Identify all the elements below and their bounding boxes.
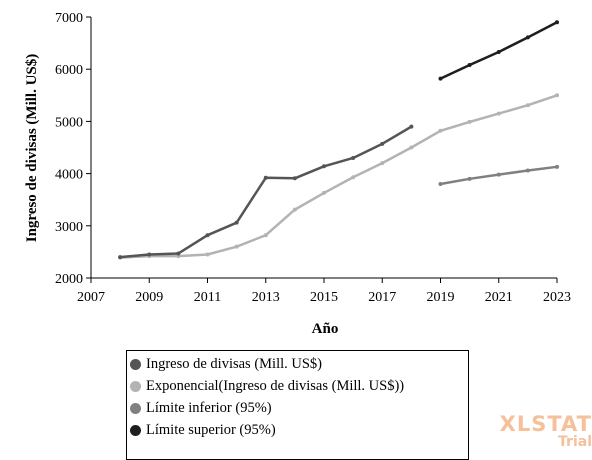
data-point bbox=[234, 244, 239, 249]
series-line-1 bbox=[118, 94, 559, 259]
legend-item: Límite inferior (95%) bbox=[130, 397, 272, 419]
y-tick-label: 7000 bbox=[55, 11, 83, 26]
x-tick-label: 2021 bbox=[485, 290, 513, 305]
x-tick-label: 2019 bbox=[427, 290, 455, 305]
data-point bbox=[467, 176, 472, 181]
x-tick-label: 2011 bbox=[194, 290, 221, 305]
y-tick-label: 4000 bbox=[55, 168, 83, 183]
data-point bbox=[118, 255, 123, 260]
legend-item: Exponencial(Ingreso de divisas (Mill. US… bbox=[130, 375, 404, 397]
legend-marker-icon bbox=[130, 402, 141, 414]
data-point bbox=[322, 190, 326, 195]
x-tick-label: 2015 bbox=[310, 290, 338, 305]
legend-label: Límite superior (95%) bbox=[146, 421, 276, 438]
y-tick-label: 5000 bbox=[55, 115, 83, 130]
x-tick-label: 2009 bbox=[135, 290, 163, 305]
y-tick-label: 3000 bbox=[55, 220, 83, 235]
data-point bbox=[467, 63, 472, 68]
y-tick-label: 2000 bbox=[55, 272, 83, 287]
x-axis-title: Año bbox=[312, 321, 339, 337]
data-point bbox=[555, 164, 559, 169]
data-point bbox=[263, 175, 268, 180]
chart-series-layer bbox=[118, 20, 559, 260]
data-point bbox=[496, 111, 501, 116]
data-point bbox=[438, 182, 443, 187]
data-point bbox=[351, 175, 356, 180]
data-point bbox=[525, 168, 530, 173]
data-point bbox=[555, 20, 559, 25]
data-point bbox=[234, 220, 239, 225]
legend-label: Ingreso de divisas (Mill. US$) bbox=[146, 355, 322, 372]
xlstat-watermark: XLSTAT Trial bbox=[496, 413, 592, 450]
data-point bbox=[263, 233, 268, 238]
data-point bbox=[409, 145, 414, 150]
data-point bbox=[555, 93, 559, 98]
watermark-subtext: Trial bbox=[558, 434, 592, 451]
x-tick-label: 2007 bbox=[77, 290, 105, 305]
data-point bbox=[292, 207, 297, 212]
legend-item: Límite superior (95%) bbox=[130, 419, 276, 441]
legend-label: Límite inferior (95%) bbox=[146, 399, 272, 416]
data-point bbox=[351, 155, 356, 160]
chart-legend: Ingreso de divisas (Mill. US$) Exponencia… bbox=[126, 350, 469, 460]
data-point bbox=[147, 252, 152, 257]
data-point bbox=[176, 251, 181, 256]
legend-marker-icon bbox=[130, 358, 141, 370]
data-point bbox=[467, 119, 472, 124]
legend-marker-icon bbox=[130, 380, 141, 392]
data-point bbox=[525, 103, 530, 108]
data-point bbox=[205, 233, 210, 238]
data-point bbox=[438, 76, 443, 81]
y-axis-title: Ingreso de divisas (Mill. US$) bbox=[24, 54, 40, 243]
data-point bbox=[322, 164, 326, 169]
series-line-0 bbox=[118, 125, 413, 259]
data-point bbox=[380, 141, 385, 146]
legend-marker-icon bbox=[130, 424, 141, 436]
data-point bbox=[438, 128, 443, 133]
watermark-text: XLSTAT bbox=[499, 412, 592, 436]
x-tick-label: 2017 bbox=[368, 290, 396, 305]
data-point bbox=[525, 35, 530, 40]
data-point bbox=[205, 252, 210, 257]
data-point bbox=[292, 176, 297, 181]
x-tick-label: 2023 bbox=[543, 290, 571, 305]
data-point bbox=[380, 161, 385, 166]
legend-item: Ingreso de divisas (Mill. US$) bbox=[130, 353, 322, 375]
x-tick-label: 2013 bbox=[252, 290, 280, 305]
data-point bbox=[496, 172, 501, 177]
chart-ticks: 2007 2009 2011 2013 2015 2017 2019 2021 2023 2000… bbox=[55, 11, 571, 305]
y-tick-label: 6000 bbox=[55, 63, 83, 78]
data-point bbox=[409, 124, 414, 129]
data-point bbox=[496, 49, 501, 54]
legend-label: Exponencial(Ingreso de divisas (Mill. US… bbox=[146, 377, 405, 394]
